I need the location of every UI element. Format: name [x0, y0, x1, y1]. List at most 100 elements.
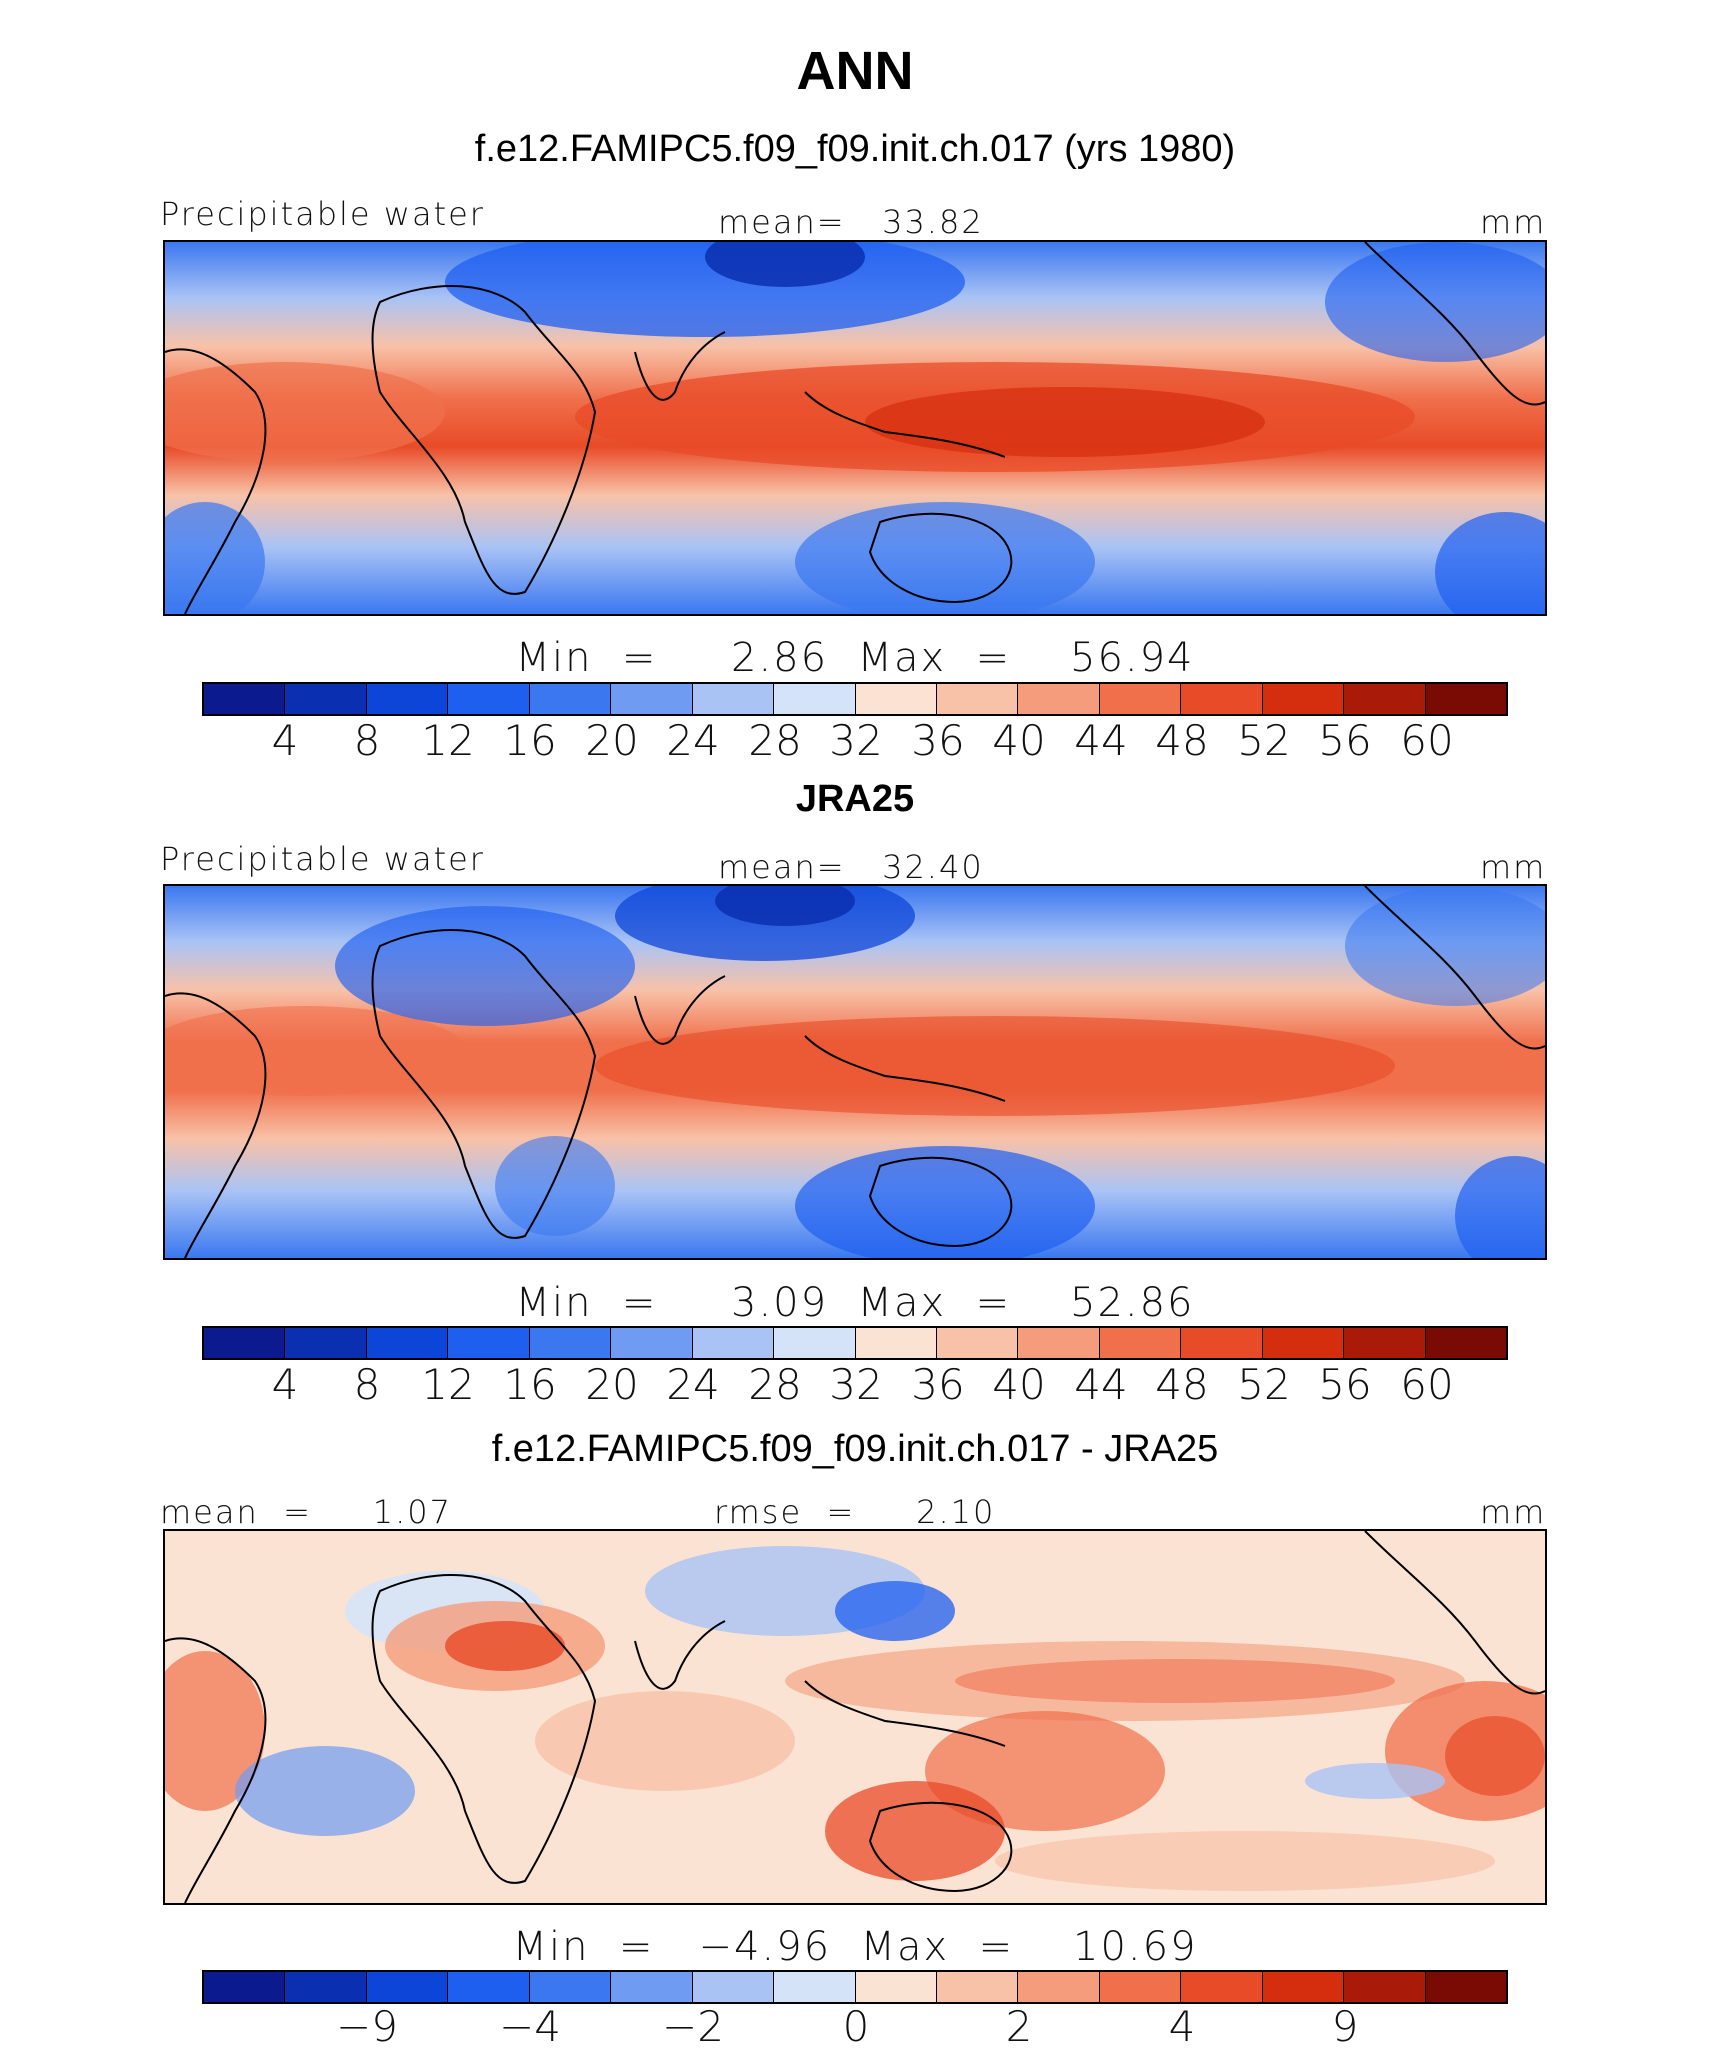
colorbar-swatch: [1181, 1328, 1263, 1358]
colorbar-tick-label: 60: [1400, 716, 1454, 765]
panel2-variable-label: Precipitable water: [160, 840, 485, 878]
colorbar-swatch: [448, 1972, 530, 2002]
colorbar-swatch: [1181, 1972, 1263, 2002]
colorbar-tick-label: 48: [1155, 716, 1209, 765]
colorbar-swatch: [936, 1328, 1019, 1358]
colorbar-swatch: [692, 684, 775, 714]
colorbar-swatch: [611, 1972, 693, 2002]
colorbar-swatch: [1262, 1972, 1345, 2002]
panel3-minmax: Min = −4.96 Max = 10.69: [512, 1924, 1198, 1970]
colorbar-tick-label: 44: [1074, 716, 1128, 765]
colorbar-swatch: [1425, 1328, 1506, 1358]
panel2-map: [163, 884, 1547, 1260]
panel1-mean-label: mean= 33.82: [718, 203, 984, 241]
colorbar-tick-label: 24: [666, 1360, 720, 1409]
colorbar-tick-label: 20: [585, 1360, 639, 1409]
panel3-mean-label: mean = 1.07: [160, 1493, 453, 1531]
colorbar-tick-label: 16: [503, 716, 557, 765]
colorbar-swatch: [611, 1328, 693, 1358]
colorbar-swatch: [1018, 1972, 1100, 2002]
colorbar-tick-label: 12: [421, 716, 475, 765]
colorbar-swatch: [529, 1972, 612, 2002]
colorbar-tick-label: 32: [829, 1360, 883, 1409]
colorbar-swatch: [285, 1328, 367, 1358]
colorbar-swatch: [448, 1328, 530, 1358]
panel1-colorbar-ticks: 4 8 12 16 20 24 28 32 36 40 44 48 52 56 …: [0, 716, 1710, 776]
colorbar-swatch: [611, 684, 693, 714]
colorbar-swatch: [285, 684, 367, 714]
colorbar-swatch: [1344, 1328, 1426, 1358]
colorbar-swatch: [855, 1328, 937, 1358]
colorbar-tick-label: 28: [748, 1360, 802, 1409]
colorbar-tick-label: 4: [271, 1360, 299, 1409]
colorbar-swatch: [366, 684, 449, 714]
colorbar-tick-label: −2: [662, 2002, 724, 2051]
panel3-colorbar-ticks: −9 −4 −2 0 2 4 9: [0, 2002, 1710, 2051]
colorbar-swatch: [448, 684, 530, 714]
colorbar-swatch: [1018, 1328, 1100, 1358]
colorbar-tick-label: 16: [503, 1360, 557, 1409]
colorbar-swatch: [366, 1328, 449, 1358]
colorbar-swatch: [366, 1972, 449, 2002]
colorbar-tick-label: 60: [1400, 1360, 1454, 1409]
colorbar-swatch: [692, 1972, 775, 2002]
colorbar-tick-label: 32: [829, 716, 883, 765]
colorbar-tick-label: 12: [421, 1360, 475, 1409]
colorbar-tick-label: 20: [585, 716, 639, 765]
colorbar-tick-label: 52: [1237, 1360, 1291, 1409]
panel1-minmax: Min = 2.86 Max = 56.94: [515, 635, 1195, 681]
colorbar-tick-label: 48: [1155, 1360, 1209, 1409]
colorbar-tick-label: 28: [748, 716, 802, 765]
colorbar-tick-label: 40: [992, 716, 1046, 765]
colorbar-tick-label: 8: [353, 716, 381, 765]
colorbar-swatch: [285, 1972, 367, 2002]
colorbar-swatch: [1018, 684, 1100, 714]
panel1-title: f.e12.FAMIPC5.f09_f09.init.ch.017 (yrs 1…: [474, 128, 1236, 170]
colorbar-swatch: [1425, 684, 1506, 714]
panel2-minmax: Min = 3.09 Max = 52.86: [515, 1280, 1195, 1326]
colorbar-tick-label: 56: [1318, 1360, 1372, 1409]
figure-title: ANN: [796, 41, 914, 101]
panel1-map: [163, 240, 1547, 616]
colorbar-swatch: [1262, 684, 1345, 714]
panel3-rmse-label: rmse = 2.10: [714, 1493, 996, 1531]
colorbar-swatch: [774, 1328, 856, 1358]
panel2-colorbar: [202, 1326, 1508, 1360]
colorbar-swatch: [855, 1972, 937, 2002]
colorbar-swatch: [774, 1972, 856, 2002]
colorbar-tick-label: 56: [1318, 716, 1372, 765]
panel3-colorbar: [202, 1970, 1508, 2004]
colorbar-swatch: [855, 684, 937, 714]
colorbar-tick-label: 4: [271, 716, 299, 765]
colorbar-swatch: [692, 1328, 775, 1358]
panel2-units-label: mm: [1480, 848, 1547, 886]
panel3-title: f.e12.FAMIPC5.f09_f09.init.ch.017 - JRA2…: [491, 1428, 1219, 1470]
panel1-colorbar: [202, 682, 1508, 716]
colorbar-tick-label: 0: [842, 2002, 870, 2051]
colorbar-tick-label: 4: [1168, 2002, 1196, 2051]
colorbar-swatch: [1262, 1328, 1345, 1358]
colorbar-swatch: [529, 1328, 612, 1358]
colorbar-swatch: [204, 1972, 286, 2002]
colorbar-swatch: [1099, 684, 1182, 714]
colorbar-swatch: [1344, 684, 1426, 714]
colorbar-tick-label: 44: [1074, 1360, 1128, 1409]
panel3-map: [163, 1529, 1547, 1905]
panel1-variable-label: Precipitable water: [160, 195, 485, 233]
colorbar-swatch: [529, 684, 612, 714]
colorbar-tick-label: 36: [911, 1360, 965, 1409]
colorbar-tick-label: −9: [336, 2002, 398, 2051]
colorbar-tick-label: −4: [499, 2002, 561, 2051]
colorbar-tick-label: 52: [1237, 716, 1291, 765]
panel1-units-label: mm: [1480, 203, 1547, 241]
colorbar-swatch: [1344, 1972, 1426, 2002]
colorbar-swatch: [204, 1328, 286, 1358]
panel2-title: JRA25: [795, 778, 915, 820]
colorbar-swatch: [936, 1972, 1019, 2002]
colorbar-tick-label: 24: [666, 716, 720, 765]
colorbar-swatch: [936, 684, 1019, 714]
colorbar-tick-label: 8: [353, 1360, 381, 1409]
panel3-units-label: mm: [1480, 1493, 1547, 1531]
colorbar-swatch: [1099, 1328, 1182, 1358]
colorbar-swatch: [204, 684, 286, 714]
